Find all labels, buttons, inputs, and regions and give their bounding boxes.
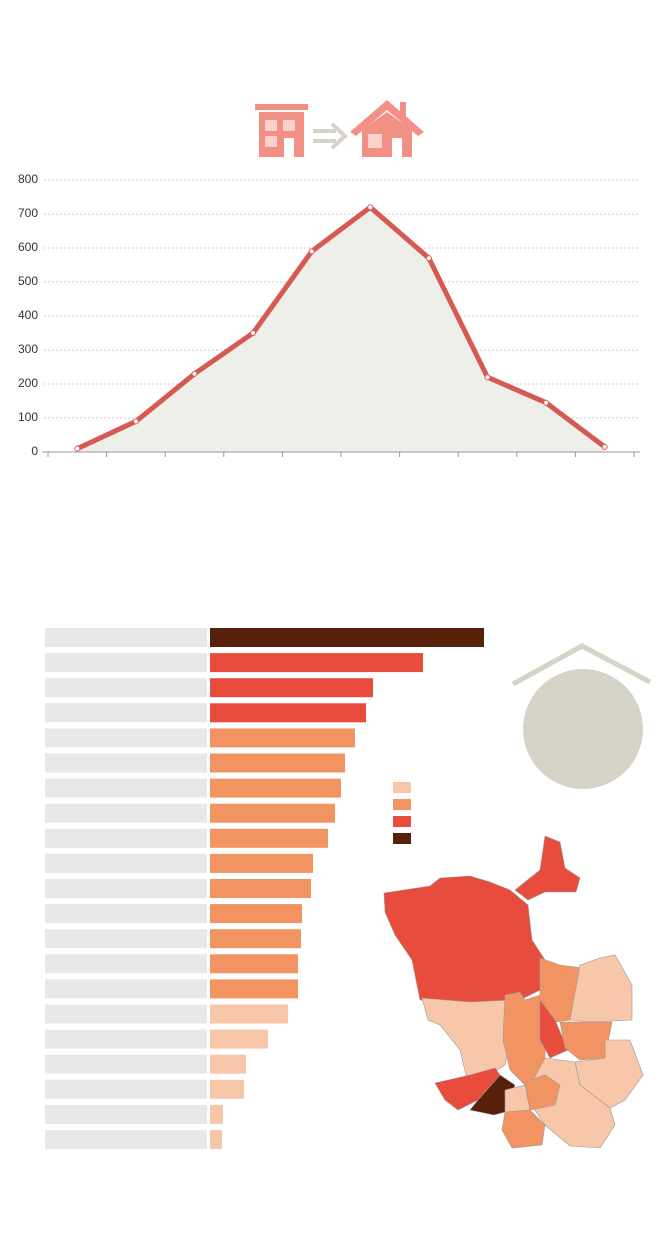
circle-decoration [523, 669, 643, 789]
legend-swatch [393, 782, 411, 793]
y-tick-label: 0 [31, 444, 38, 458]
y-tick-label: 100 [18, 410, 38, 424]
legend-swatch [393, 833, 411, 844]
label-box [45, 828, 207, 848]
bar [210, 1004, 288, 1024]
label-box [45, 728, 207, 748]
point [191, 370, 198, 377]
bar [210, 753, 345, 773]
label-box [45, 1104, 207, 1124]
bar [210, 879, 311, 898]
legend-swatch [393, 816, 411, 827]
arrow-icon [313, 122, 348, 150]
y-tick-label: 700 [18, 206, 38, 220]
label-box [45, 879, 207, 898]
bar [210, 778, 341, 798]
bar [210, 1029, 268, 1049]
label-box [45, 954, 207, 974]
label-box [45, 929, 207, 949]
bar [210, 954, 298, 974]
legend-swatch [393, 799, 411, 810]
label-box [45, 1054, 207, 1074]
label-box [45, 979, 207, 999]
area [77, 207, 605, 452]
bar [210, 828, 328, 848]
label-box [45, 1004, 207, 1024]
point [308, 248, 315, 255]
label-box [45, 1130, 207, 1149]
point [367, 204, 374, 211]
bar [210, 728, 355, 748]
bar [210, 628, 484, 647]
point [601, 443, 608, 450]
point [543, 399, 550, 406]
bar [210, 979, 298, 999]
line [76, 204, 607, 451]
label-box [45, 678, 207, 698]
label-box [45, 853, 207, 873]
bar [210, 1079, 244, 1099]
label-box [45, 1079, 207, 1099]
bar [210, 904, 302, 924]
bar [210, 1104, 223, 1124]
point [425, 255, 432, 262]
y-tick-label: 500 [18, 274, 38, 288]
house-icon [350, 100, 424, 157]
map [383, 835, 644, 1149]
label-box [45, 778, 207, 798]
label-box [45, 653, 207, 673]
y-tick-label: 300 [18, 342, 38, 356]
bar [210, 803, 335, 823]
bar [210, 853, 313, 873]
label-box [45, 628, 207, 647]
point [132, 418, 139, 425]
point [74, 445, 81, 452]
roof-decoration [511, 643, 652, 687]
point [250, 330, 257, 336]
office-icon [255, 104, 308, 157]
bar [210, 1130, 222, 1149]
label-box [45, 753, 207, 773]
label-box [45, 703, 207, 723]
bar [210, 653, 423, 673]
y-tick-label: 600 [18, 240, 38, 254]
bar [210, 1054, 246, 1074]
y-tick-label: 400 [18, 308, 38, 322]
label-box [45, 1029, 207, 1049]
bar [210, 678, 373, 698]
label-box [45, 803, 207, 823]
label-box [45, 904, 207, 924]
bar [210, 929, 301, 949]
bar [210, 703, 366, 723]
y-tick-label: 800 [18, 172, 38, 186]
point [484, 374, 491, 381]
y-tick-label: 200 [18, 376, 38, 390]
